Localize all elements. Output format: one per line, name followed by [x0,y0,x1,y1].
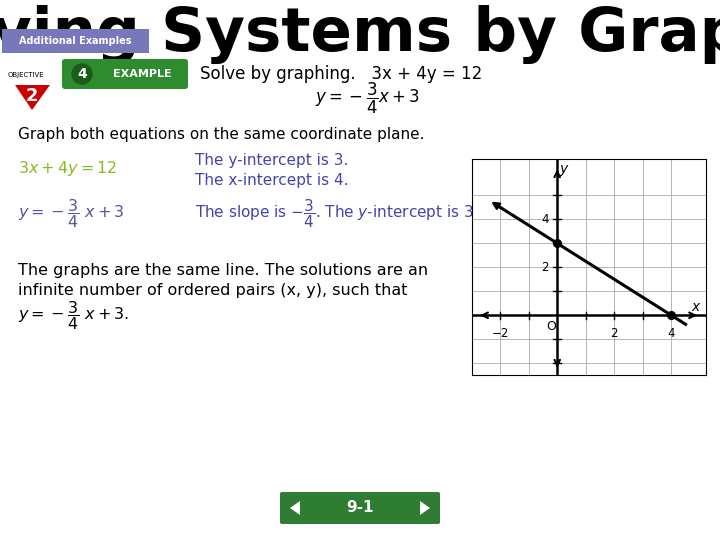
Text: 4: 4 [667,327,675,340]
Text: $y = -\dfrac{3}{4}x + 3$: $y = -\dfrac{3}{4}x + 3$ [315,80,420,116]
FancyBboxPatch shape [62,59,188,89]
Text: infinite number of ordered pairs (x, y), such that: infinite number of ordered pairs (x, y),… [18,282,408,298]
Text: 2: 2 [541,261,549,274]
Text: The slope is $-\dfrac{3}{4}$. The $y$-intercept is 3.: The slope is $-\dfrac{3}{4}$. The $y$-in… [195,198,478,231]
Text: Solve by graphing.   3x + 4y = 12: Solve by graphing. 3x + 4y = 12 [200,65,482,83]
Polygon shape [15,85,50,110]
Text: Additional Examples: Additional Examples [19,36,131,46]
Circle shape [72,64,92,84]
Polygon shape [420,501,430,515]
Text: 4: 4 [77,67,87,81]
Text: The x-intercept is 4.: The x-intercept is 4. [195,172,348,187]
Text: Solving Systems by Graphing: Solving Systems by Graphing [0,5,720,64]
FancyBboxPatch shape [2,29,149,53]
Text: $y = -\dfrac{3}{4}\ x + 3.$: $y = -\dfrac{3}{4}\ x + 3.$ [18,300,129,333]
Text: O: O [546,320,556,333]
Text: 4: 4 [541,213,549,226]
Text: 2: 2 [26,87,38,105]
Text: EXAMPLE: EXAMPLE [113,69,171,79]
Text: OBJECTIVE: OBJECTIVE [8,72,45,78]
Text: The graphs are the same line. The solutions are an: The graphs are the same line. The soluti… [18,262,428,278]
FancyBboxPatch shape [280,492,440,524]
Text: 2: 2 [611,327,618,340]
Text: y: y [559,162,567,176]
Text: −2: −2 [492,327,509,340]
Text: $3x + 4y = 12$: $3x + 4y = 12$ [18,159,117,178]
Polygon shape [290,501,300,515]
Text: Graph both equations on the same coordinate plane.: Graph both equations on the same coordin… [18,127,425,143]
Text: x: x [691,300,700,314]
Text: 9-1: 9-1 [346,501,374,516]
Text: $y = -\dfrac{3}{4}\ x + 3$: $y = -\dfrac{3}{4}\ x + 3$ [18,198,125,231]
Text: The y-intercept is 3.: The y-intercept is 3. [195,153,348,168]
